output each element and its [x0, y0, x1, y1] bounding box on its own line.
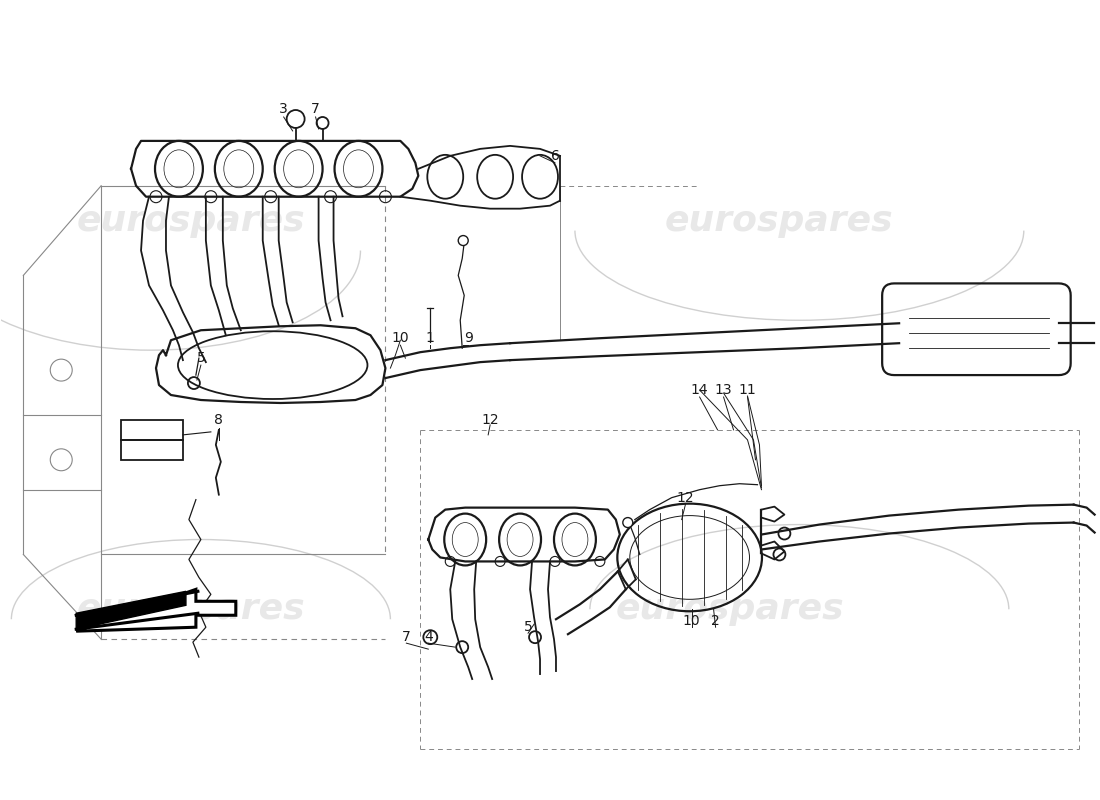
Text: 9: 9 — [464, 331, 473, 346]
Text: eurospares: eurospares — [615, 592, 844, 626]
Circle shape — [459, 235, 469, 246]
Text: 5: 5 — [197, 351, 206, 365]
Text: eurospares: eurospares — [77, 204, 305, 238]
Text: 14: 14 — [691, 383, 708, 397]
Text: 8: 8 — [214, 413, 223, 427]
Text: 7: 7 — [402, 630, 410, 644]
Circle shape — [623, 518, 632, 527]
Text: 7: 7 — [311, 102, 320, 116]
Text: 11: 11 — [738, 383, 757, 397]
Text: 3: 3 — [279, 102, 288, 116]
Text: 12: 12 — [676, 490, 694, 505]
Text: 1: 1 — [426, 331, 434, 346]
Text: 5: 5 — [524, 620, 532, 634]
Polygon shape — [76, 591, 186, 630]
Text: 6: 6 — [550, 149, 560, 163]
Polygon shape — [76, 590, 235, 631]
Text: 4: 4 — [424, 630, 432, 644]
Text: 13: 13 — [715, 383, 733, 397]
Text: eurospares: eurospares — [77, 592, 305, 626]
Text: 10: 10 — [683, 614, 701, 628]
Text: 10: 10 — [392, 331, 409, 346]
Text: 12: 12 — [482, 413, 499, 427]
Text: eurospares: eurospares — [666, 204, 893, 238]
Text: 2: 2 — [712, 614, 720, 628]
